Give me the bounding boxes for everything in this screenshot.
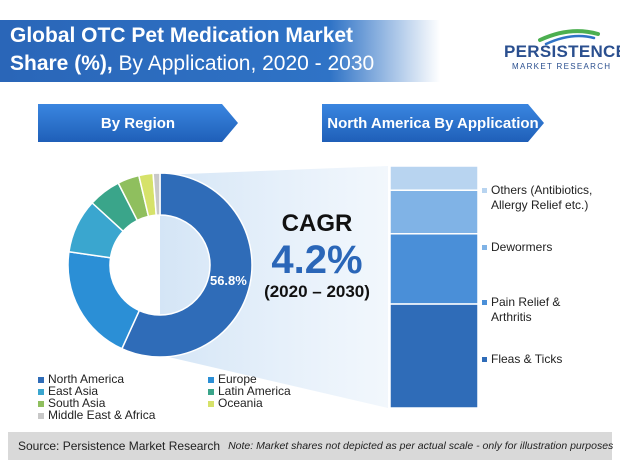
legend-item-europe: Europe <box>208 373 257 386</box>
legend-swatch-icon <box>208 376 214 383</box>
legend-item-oceania: Oceania <box>208 397 263 410</box>
legend-item-north-america: North America <box>38 373 124 386</box>
cagr-block: CAGR 4.2% (2020 – 2030) <box>262 210 372 302</box>
legend-label: Middle East & Africa <box>48 408 156 422</box>
stack-segment-others-antibiotics-allergy-relief-etc <box>389 165 479 191</box>
legend-swatch-icon <box>208 400 214 407</box>
legend-swatch-icon <box>38 388 44 395</box>
cagr-value: 4.2% <box>271 238 363 282</box>
page-title-line2: Share (%), By Application, 2020 - 2030 <box>10 52 374 76</box>
app-label-line: Fleas & Ticks <box>491 352 563 366</box>
legend-swatch-icon <box>208 388 214 395</box>
legend-item-east-asia: East Asia <box>38 385 98 398</box>
app-label-pain-relief: Pain Relief & Arthritis <box>482 295 560 325</box>
app-label-others: Others (Antibiotics, Allergy Relief etc.… <box>482 183 592 213</box>
page-title-line1: Global OTC Pet Medication Market <box>10 24 354 47</box>
legend-label: South Asia <box>48 396 106 410</box>
title-bold-part: Share (%), <box>10 52 113 75</box>
region-donut-chart: 56.8% <box>67 172 253 358</box>
others-swatch-icon <box>482 188 487 194</box>
app-label-line: Arthritis <box>491 310 532 324</box>
legend-label: North America <box>48 372 125 386</box>
legend-item-south-asia: South Asia <box>38 397 105 410</box>
legend-item-middle-east-africa: Middle East & Africa <box>38 409 155 422</box>
app-label-dewormers: Dewormers <box>482 240 552 255</box>
app-label-line: Others (Antibiotics, <box>491 183 593 197</box>
stack-segment-fleas-ticks <box>389 303 479 409</box>
legend-swatch-icon <box>38 412 44 419</box>
stack-segment-dewormers <box>389 189 479 235</box>
by-application-header: North America By Application <box>322 104 544 142</box>
app-label-line: Pain Relief & <box>491 295 561 309</box>
donut-data-label: 56.8% <box>210 273 247 288</box>
app-label-line: Allergy Relief etc.) <box>491 198 589 212</box>
legend-swatch-icon <box>38 376 44 383</box>
footer-bar: Source: Persistence Market Research Note… <box>8 432 614 460</box>
stack-segment-pain-relief-arthritis <box>389 233 479 305</box>
logo-brand: PERSISTENCE <box>504 42 620 61</box>
donut-slice-middle-east-africa <box>152 172 161 216</box>
title-banner: Global OTC Pet Medication Market Share (… <box>0 20 440 82</box>
fleas-ticks-swatch-icon <box>482 357 487 363</box>
donut-slice-north-america <box>120 172 253 358</box>
legend-label: East Asia <box>48 384 99 398</box>
donut-slice-europe <box>67 250 141 350</box>
title-rest-part: By Application, 2020 - 2030 <box>112 52 375 75</box>
dewormers-swatch-icon <box>482 245 487 251</box>
source-text: Source: Persistence Market Research <box>18 439 221 453</box>
app-label-fleas-ticks: Fleas & Ticks <box>482 352 562 367</box>
legend-label: Latin America <box>218 384 291 398</box>
cagr-label: CAGR <box>281 210 353 237</box>
logo-swoosh-icon <box>538 29 600 46</box>
logo-sub: MARKET RESEARCH <box>512 62 612 71</box>
legend-label: Europe <box>218 372 257 386</box>
persistence-logo: PERSISTENCE MARKET RESEARCH <box>480 24 620 84</box>
by-region-header: By Region <box>38 104 238 142</box>
pain-relief-swatch-icon <box>482 300 487 306</box>
app-label-line: Dewormers <box>491 240 553 254</box>
note-text: Note: Market shares not depicted as per … <box>228 440 614 452</box>
legend-label: Oceania <box>218 396 263 410</box>
cagr-period: (2020 – 2030) <box>264 282 370 301</box>
legend-swatch-icon <box>38 400 44 407</box>
application-stacked-bar <box>389 165 479 409</box>
legend-item-latin-america: Latin America <box>208 385 291 398</box>
